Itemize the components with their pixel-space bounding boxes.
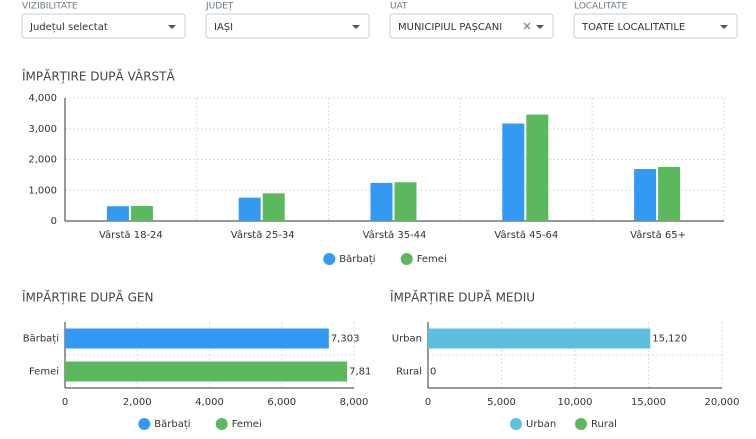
x-tick-label: 0: [425, 397, 431, 408]
chart-title: ÎMPĂRȚIRE DUPĂ MEDIU: [389, 290, 535, 305]
x-tick-label: 8,000: [340, 397, 369, 408]
y-tick-label: Femei: [29, 367, 59, 378]
filter-bar: VIZIBILITATE Județul selectat JUDEȚ IAȘI…: [21, 2, 738, 39]
x-tick-label: 2,000: [123, 397, 152, 408]
y-tick-label: Urban: [392, 334, 422, 345]
clear-button[interactable]: [523, 22, 531, 30]
filter-label: LOCALITATE: [574, 2, 628, 12]
y-tick-label: 1,000: [28, 185, 57, 196]
select-value: TOATE LOCALITATILE: [581, 22, 685, 33]
legend-swatch: [575, 418, 587, 430]
y-tick-label: 3,000: [28, 124, 57, 135]
y-tick-label: Rural: [396, 367, 422, 378]
data-label: 0: [430, 367, 436, 378]
select-value: MUNICIPIUL PAȘCANI: [398, 22, 502, 33]
bar: [130, 205, 153, 221]
legend-swatch: [323, 253, 336, 265]
legend-label: Bărbați: [339, 254, 375, 265]
bar: [394, 182, 417, 221]
bar: [65, 328, 329, 349]
bar: [502, 123, 525, 221]
dropdown-arrow: [352, 25, 360, 29]
legend-label: Femei: [417, 254, 447, 265]
bar: [65, 361, 348, 382]
data-label: 7,303: [331, 334, 360, 345]
y-tick-label: 2,000: [28, 155, 57, 166]
select-value: IAȘI: [214, 22, 233, 33]
bar: [526, 114, 549, 221]
y-tick-label: Bărbați: [23, 334, 59, 345]
y-tick-label: 0: [51, 216, 57, 227]
chart-title: ÎMPĂRȚIRE DUPĂ VÂRSTĂ: [21, 69, 175, 84]
x-tick-label: 6,000: [267, 397, 296, 408]
bar: [106, 206, 129, 221]
bar: [634, 169, 657, 221]
filter-label: VIZIBILITATE: [22, 2, 78, 12]
bar: [658, 166, 681, 221]
x-tick-label: Vârstă 25-34: [231, 229, 295, 241]
dropdown-arrow: [720, 25, 728, 29]
legend-label: Bărbați: [154, 419, 190, 430]
bar: [262, 193, 285, 221]
x-tick-label: 10,000: [558, 397, 593, 408]
legend-label: Rural: [591, 419, 617, 430]
x-tick-label: Vârstă 18-24: [99, 229, 163, 241]
x-tick-label: Vârstă 45-64: [494, 229, 558, 241]
data-label: 15,120: [652, 334, 687, 345]
legend-swatch: [138, 418, 151, 430]
legend-swatch: [215, 418, 228, 430]
select[interactable]: [205, 13, 370, 39]
select-value: Județul selectat: [29, 22, 108, 33]
bar: [428, 328, 651, 349]
dropdown-arrow: [536, 25, 544, 29]
legend-swatch: [400, 253, 413, 265]
legend-swatch: [510, 418, 522, 430]
x-tick-label: 15,000: [631, 397, 666, 408]
x-tick-label: Vârstă 35-44: [363, 229, 427, 241]
dropdown-arrow: [168, 25, 176, 29]
select[interactable]: [573, 13, 738, 39]
filter-label: UAT: [390, 2, 408, 12]
chart-title: ÎMPĂRȚIRE DUPĂ GEN: [21, 290, 153, 305]
x-tick-label: 4,000: [195, 397, 224, 408]
x-tick-label: 20,000: [705, 397, 740, 408]
x-tick-label: 5,000: [487, 397, 516, 408]
data-label: 7,81: [349, 367, 371, 378]
y-tick-label: 4,000: [28, 93, 57, 104]
x-tick-label: Vârstă 65+: [630, 229, 686, 241]
filter-label: JUDEȚ: [205, 2, 234, 12]
bar: [238, 197, 261, 221]
select[interactable]: [389, 13, 554, 39]
legend-label: Urban: [526, 419, 556, 430]
select[interactable]: [21, 13, 186, 39]
bar: [370, 182, 393, 221]
legend-label: Femei: [232, 419, 262, 430]
x-tick-label: 0: [62, 397, 68, 408]
